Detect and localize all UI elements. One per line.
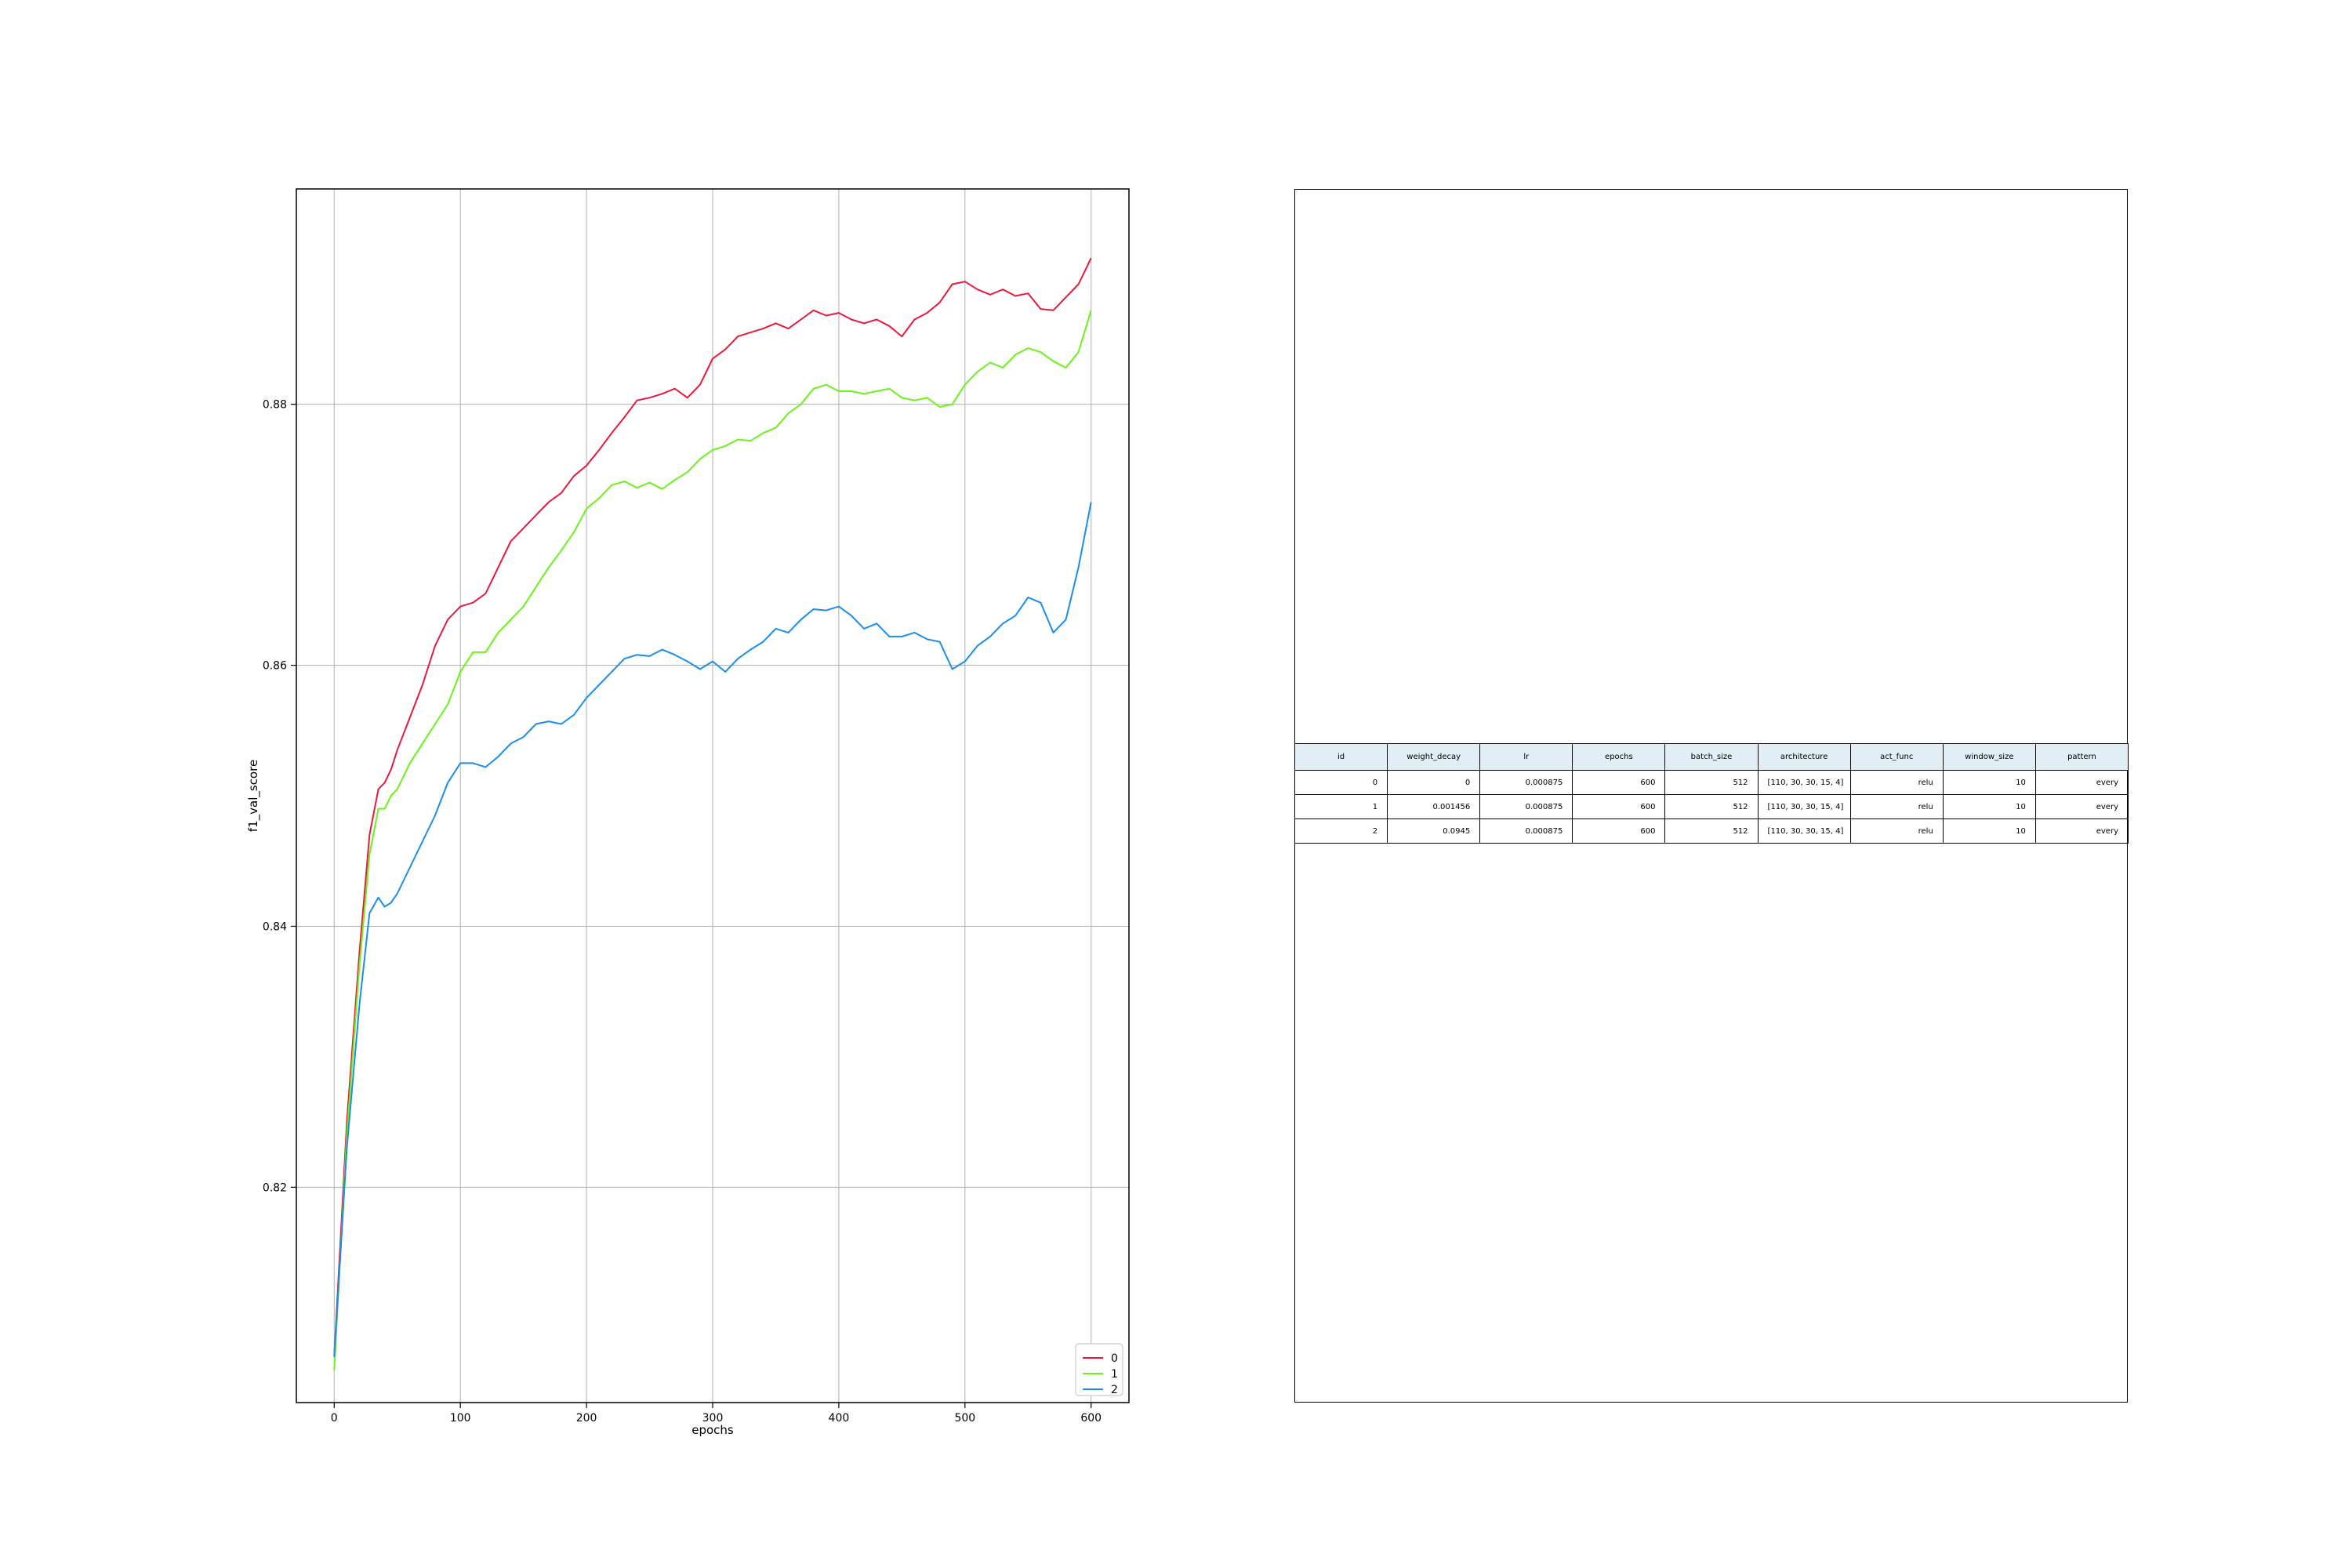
x-tick-label: 500 xyxy=(954,1412,975,1425)
table-cell-architecture: [110, 30, 30, 15, 4] xyxy=(1757,770,1851,795)
table-row: 1 0.001456 0.000875 600 512 [110, 30, 30, 15,… xyxy=(1294,794,2129,819)
table-cell-weight-decay: 0 xyxy=(1387,770,1481,795)
table-cell-id: 0 xyxy=(1294,770,1388,795)
legend-label-0: 0 xyxy=(1111,1352,1118,1365)
table-cell-architecture: [110, 30, 30, 15, 4] xyxy=(1757,818,1851,844)
x-axis-label: epochs xyxy=(691,1423,734,1437)
table-body: 0 0 0.000875 600 512 [110, 30, 30, 15, 4] relu… xyxy=(1294,770,2129,844)
table-cell-batch-size: 512 xyxy=(1664,818,1759,844)
table-cell-pattern: every xyxy=(2034,770,2129,795)
table-cell-act-func: relu xyxy=(1849,818,1944,844)
table-cell-weight-decay: 0.001456 xyxy=(1387,794,1481,819)
x-tick-label: 200 xyxy=(576,1412,597,1425)
grid xyxy=(296,189,1129,1403)
table-cell-batch-size: 512 xyxy=(1664,770,1759,795)
legend-frame xyxy=(1075,1343,1123,1396)
x-tick-label: 100 xyxy=(450,1412,471,1425)
series-line-2 xyxy=(333,502,1092,1357)
column-header-epochs: epochs xyxy=(1572,743,1666,771)
series-line-0 xyxy=(333,257,1092,1357)
table-row: 2 0.0945 0.000875 600 512 [110, 30, 30, 15, 4… xyxy=(1294,818,2129,844)
table-cell-lr: 0.000875 xyxy=(1479,770,1573,795)
legend-label-2: 2 xyxy=(1111,1384,1118,1396)
table-cell-architecture: [110, 30, 30, 15, 4] xyxy=(1757,794,1851,819)
table-cell-window-size: 10 xyxy=(1942,770,2036,795)
table-cell-batch-size: 512 xyxy=(1664,794,1759,819)
column-header-batch-size: batch_size xyxy=(1664,743,1759,771)
table-cell-weight-decay: 0.0945 xyxy=(1387,818,1481,844)
y-tick-label: 0.88 xyxy=(263,399,287,412)
table-header-row: id weight_decay lr epochs batch_size architec… xyxy=(1294,743,2129,771)
column-header-window-size: window_size xyxy=(1942,743,2036,771)
table-cell-lr: 0.000875 xyxy=(1479,818,1573,844)
table-panel: id weight_decay lr epochs batch_size architec… xyxy=(1294,189,2129,1403)
table-cell-id: 1 xyxy=(1294,794,1388,819)
table-cell-epochs: 600 xyxy=(1572,794,1666,819)
y-tick-label: 0.86 xyxy=(263,660,287,673)
table-cell-id: 2 xyxy=(1294,818,1388,844)
column-header-act-func: act_func xyxy=(1849,743,1944,771)
hyperparameter-table: id weight_decay lr epochs batch_size architec… xyxy=(1294,743,2129,844)
x-tick-label: 400 xyxy=(829,1412,850,1425)
table-cell-act-func: relu xyxy=(1849,770,1944,795)
column-header-weight-decay: weight_decay xyxy=(1387,743,1481,771)
x-tick-label: 600 xyxy=(1080,1412,1102,1425)
table-cell-window-size: 10 xyxy=(1942,818,2036,844)
table-cell-pattern: every xyxy=(2034,818,2129,844)
table-cell-lr: 0.000875 xyxy=(1479,794,1573,819)
legend-label-1: 1 xyxy=(1111,1368,1118,1381)
table-cell-epochs: 600 xyxy=(1572,770,1666,795)
table-row: 0 0 0.000875 600 512 [110, 30, 30, 15, 4] relu… xyxy=(1294,770,2129,795)
table-cell-act-func: relu xyxy=(1849,794,1944,819)
column-header-architecture: architecture xyxy=(1757,743,1851,771)
x-tick-label: 0 xyxy=(331,1412,338,1425)
y-tick-label: 0.84 xyxy=(263,920,287,933)
y-axis-label: f1_val_score xyxy=(246,760,261,832)
table-cell-window-size: 10 xyxy=(1942,794,2036,819)
axis-ticks: 0 100 200 300 400 500 600 0.82 0.84 0.86 0.88 xyxy=(263,399,1102,1425)
series-lines xyxy=(333,257,1092,1370)
column-header-pattern: pattern xyxy=(2034,743,2129,771)
x-tick-label: 300 xyxy=(702,1412,724,1425)
column-header-id: id xyxy=(1294,743,1388,771)
y-tick-label: 0.82 xyxy=(263,1181,287,1194)
table-cell-epochs: 600 xyxy=(1572,818,1666,844)
table-cell-pattern: every xyxy=(2034,794,2129,819)
column-header-lr: lr xyxy=(1479,743,1573,771)
series-line-1 xyxy=(333,310,1092,1370)
legend: 0 1 2 xyxy=(1075,1343,1123,1396)
